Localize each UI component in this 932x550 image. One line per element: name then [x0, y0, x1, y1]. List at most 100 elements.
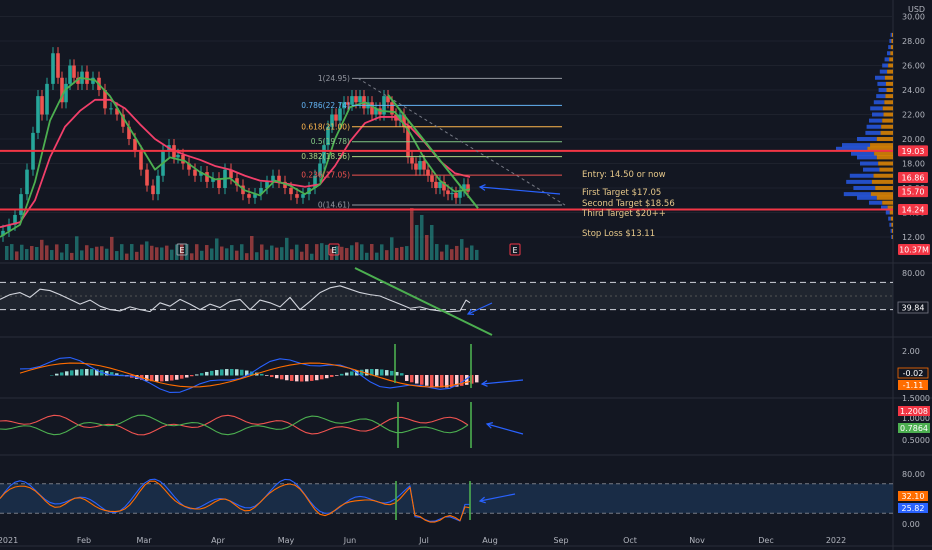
candle-body	[442, 181, 446, 191]
price-trendline	[387, 94, 479, 209]
volume-profile-bar	[843, 192, 871, 197]
rsi-value-label: 39.84	[902, 304, 925, 313]
time-tick-label: 2021	[0, 536, 18, 545]
candle-body	[430, 175, 434, 182]
price-annotation-arrow	[478, 184, 561, 195]
volume-badge-label: 10.37M	[899, 246, 929, 255]
volume-bar	[255, 252, 259, 260]
volume-profile-bar	[876, 195, 893, 200]
macd-histogram-bar	[450, 375, 454, 388]
candle-body	[418, 161, 422, 170]
volume-profile-bar	[891, 32, 893, 37]
volume-bar	[105, 248, 109, 260]
volume-bar	[200, 250, 204, 260]
volume-profile-bar	[872, 112, 884, 117]
volume-bar	[225, 248, 229, 260]
candle-body	[76, 77, 80, 84]
volume-bar	[265, 249, 269, 260]
volume-bar	[315, 244, 319, 260]
volume-profile-bar	[875, 75, 885, 80]
volume-bar	[140, 244, 144, 260]
candle-body	[187, 163, 191, 170]
volume-profile-bar	[891, 228, 893, 233]
volume-profile-bar	[880, 130, 893, 135]
volume-bar	[380, 244, 384, 260]
stochastic-value-badge	[898, 491, 928, 501]
candle-body	[36, 96, 40, 133]
volume-bars	[5, 208, 479, 260]
fast-moving-average-line	[0, 76, 471, 238]
volume-profile-bar	[881, 205, 888, 210]
volume-bar	[475, 249, 479, 260]
macd-histogram-bar	[380, 369, 384, 376]
volume-profile-bar	[888, 45, 891, 50]
trade-note-stop-loss: Stop Loss $13.11	[582, 229, 655, 239]
volume-bar	[395, 247, 399, 260]
oscillator-value-label: 0.7864	[900, 424, 928, 433]
candle-body	[265, 181, 269, 188]
macd-panel: 2.00 -0.02 -1.11	[19, 344, 929, 394]
macd-histogram-bar	[430, 375, 434, 387]
volume-bar	[385, 250, 389, 260]
volume-profile-bar	[891, 235, 893, 239]
volume-profile-bar	[882, 63, 889, 68]
volume-profile-bar	[878, 161, 893, 166]
candle-body	[438, 181, 442, 188]
candle-body	[127, 126, 131, 139]
volume-bar	[60, 252, 64, 260]
volume-bar	[120, 244, 124, 260]
rsi-tick-label: 80.00	[902, 269, 925, 278]
volume-profile-bar	[878, 88, 887, 92]
volume-bar	[335, 246, 339, 260]
macd-histogram-bar	[270, 375, 274, 378]
macd-histogram-bar	[110, 372, 114, 376]
candle-body	[318, 163, 322, 176]
macd-histogram-bar	[205, 371, 209, 376]
macd-histogram-bar	[315, 375, 319, 381]
candle-body	[85, 71, 89, 84]
time-tick-label: Apr	[211, 536, 226, 545]
volume-profile-bar	[879, 167, 893, 172]
volume-bar	[290, 249, 294, 260]
candle-body	[64, 83, 68, 103]
volume-bar	[95, 246, 99, 260]
volume-bar	[450, 249, 454, 260]
volume-bar	[355, 242, 359, 260]
volume-profile-bar	[879, 69, 888, 74]
macd-histogram-bar	[370, 369, 374, 376]
candle-body	[60, 77, 64, 103]
volume-profile-bar	[881, 124, 893, 129]
candle-body	[193, 169, 197, 176]
candle-body	[271, 175, 275, 182]
macd-histogram-bar	[200, 373, 204, 376]
currency-label: USD	[908, 5, 925, 14]
volume-profile-bar	[876, 155, 893, 160]
macd-histogram-bar	[240, 369, 244, 376]
volume-bar	[440, 251, 444, 260]
time-tick-label: Oct	[623, 536, 637, 545]
stochastic-annotation-arrow	[478, 493, 516, 504]
candle-body	[51, 53, 55, 84]
volume-profile-bar	[857, 155, 877, 160]
macd-histogram-bar	[160, 375, 164, 382]
volume-profile-bar	[888, 216, 891, 221]
volume-profile-bar	[873, 173, 893, 178]
arrow-shaft	[479, 186, 561, 195]
volume-profile-bar	[870, 143, 893, 148]
macd-histogram-bar	[400, 373, 404, 376]
stochastic-d-line	[0, 480, 471, 523]
macd-histogram-bar	[475, 375, 479, 383]
time-tick-label: Dec	[758, 536, 773, 545]
volume-bar	[30, 246, 34, 260]
fib-level-label: 0.618(21.00)	[301, 122, 350, 131]
macd-histogram-bar	[385, 370, 389, 376]
candle-body	[229, 169, 233, 179]
volume-profile-bar	[884, 100, 893, 105]
volume-profile-bar	[846, 179, 872, 184]
volume-bar	[325, 244, 329, 260]
arrow-head	[466, 308, 475, 316]
candle-body	[181, 154, 185, 164]
price-badge	[898, 145, 928, 157]
volume-bar	[85, 245, 89, 260]
